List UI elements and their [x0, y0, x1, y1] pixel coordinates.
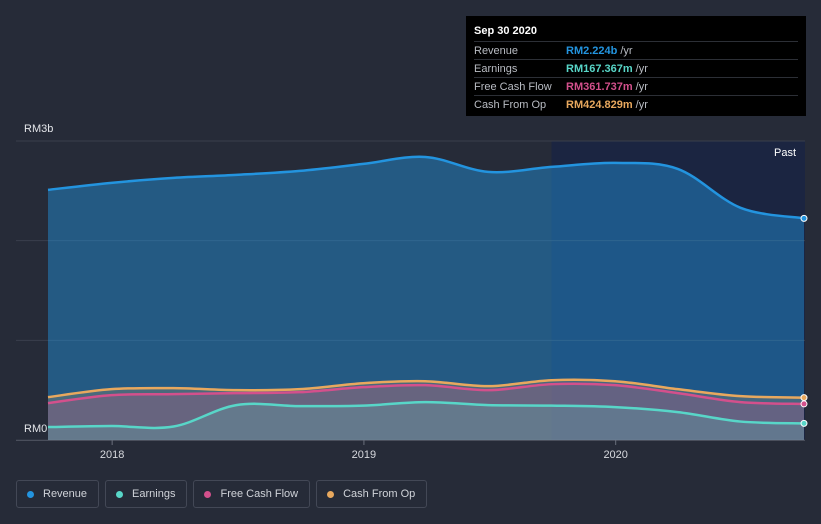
tooltip-label: Free Cash Flow — [474, 80, 552, 93]
tooltip-label: Cash From Op — [474, 98, 547, 111]
legend-dot-icon — [327, 490, 335, 498]
revenue-end-point — [800, 214, 808, 222]
legend-dot-icon — [116, 490, 124, 498]
free-cash-flow-end-point — [800, 400, 808, 408]
legend-item-cash-from-op[interactable]: Cash From Op — [316, 480, 428, 508]
tooltip-value: RM424.829m — [566, 98, 633, 111]
tooltip-row-free-cash-flow: Free Cash Flow RM361.737m /yr — [474, 77, 798, 95]
legend-dot-icon — [27, 490, 34, 498]
x-tick-label: 2018 — [100, 449, 124, 461]
revenue-line — [47, 155, 805, 220]
free-cash-flow-line — [47, 382, 805, 406]
past-region-label: Past — [774, 147, 797, 159]
cash-from-op-area — [48, 379, 804, 440]
legend-label: Cash From Op — [343, 488, 416, 500]
legend-item-free-cash-flow[interactable]: Free Cash Flow — [193, 480, 311, 508]
legend-item-earnings[interactable]: Earnings — [105, 480, 188, 508]
cash-from-op-line — [47, 378, 805, 399]
tooltip-row-earnings: Earnings RM167.367m /yr — [474, 59, 798, 77]
cash-from-op-end-point — [800, 394, 808, 402]
tooltip-unit: /yr — [635, 98, 648, 111]
chart-legend: Revenue Earnings Free Cash Flow Cash Fro… — [16, 480, 428, 508]
tooltip-row-revenue: Revenue RM2.224b /yr — [474, 41, 798, 59]
tooltip-label: Revenue — [474, 44, 519, 57]
legend-dot-icon — [204, 490, 212, 498]
y-axis-bottom-label: RM0 — [24, 423, 48, 435]
y-axis-top-label: RM3b — [24, 123, 54, 135]
tooltip-value: RM2.224b — [566, 44, 618, 57]
tooltip-date: Sep 30 2020 — [474, 25, 537, 37]
data-tooltip: Sep 30 2020 Revenue RM2.224b /yr Earning… — [466, 16, 806, 116]
tooltip-value: RM167.367m — [566, 62, 633, 75]
earnings-line — [47, 400, 805, 430]
tooltip-row-cash-from-op: Cash From Op RM424.829m /yr — [474, 95, 798, 113]
tooltip-unit: /yr — [635, 80, 648, 93]
tooltip-unit: /yr — [635, 62, 648, 75]
x-tick-label: 2019 — [352, 449, 376, 461]
revenue-area — [48, 156, 804, 441]
tooltip-unit: /yr — [620, 44, 633, 57]
legend-item-revenue[interactable]: Revenue — [16, 480, 100, 508]
free-cash-flow-area — [48, 383, 804, 440]
earnings-end-point — [800, 419, 808, 427]
earnings-area — [48, 402, 804, 440]
tooltip-value: RM361.737m — [566, 80, 633, 93]
legend-label: Revenue — [43, 488, 88, 500]
legend-label: Earnings — [132, 488, 176, 500]
tooltip-label: Earnings — [474, 62, 518, 75]
legend-label: Free Cash Flow — [220, 488, 299, 500]
x-tick-label: 2020 — [603, 449, 627, 461]
